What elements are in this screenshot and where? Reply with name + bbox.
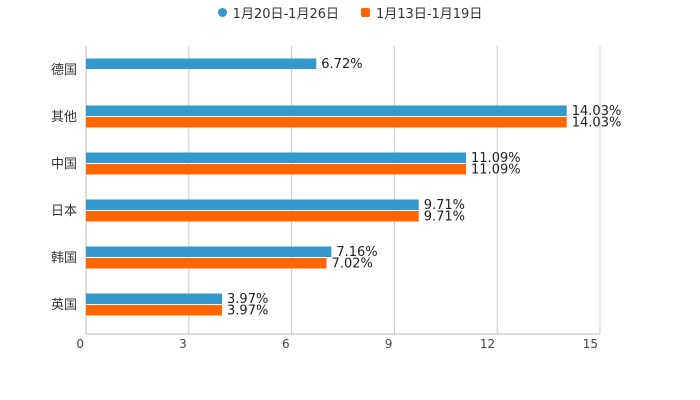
x-tick-label-1: 3 [179, 337, 187, 351]
legend-label-series-2: 1月13日-1月19日 [376, 7, 483, 22]
y-tick-label-5: 英国 [51, 298, 77, 313]
data-label-series-1-2: 11.09% [471, 151, 521, 166]
data-label-series-1-3: 9.71% [424, 198, 465, 213]
data-label-series-2-4: 7.02% [332, 257, 373, 272]
y-tick-label-1: 其他 [51, 110, 77, 125]
data-label-series-1-4: 7.16% [336, 245, 377, 260]
legend-marker-series-1 [217, 8, 227, 17]
data-label-series-2-3: 9.71% [424, 210, 465, 225]
legend-marker-series-2 [361, 8, 370, 17]
bar-series-1-0 [86, 58, 317, 69]
data-label-series-2-1: 14.03% [572, 116, 622, 131]
legend-item-series-1[interactable]: 1月20日-1月26日 [217, 3, 339, 22]
bar-series-2-4 [86, 258, 327, 269]
data-label-series-1-0: 6.72% [321, 57, 362, 72]
bar-series-1-3 [86, 199, 419, 210]
bar-series-2-3 [86, 211, 419, 222]
y-tick-label-4: 韩国 [51, 251, 77, 266]
y-tick-label-3: 日本 [51, 204, 77, 219]
y-tick-label-0: 德国 [51, 63, 77, 78]
legend: 1月20日-1月26日 1月13日-1月19日 [0, 3, 700, 22]
legend-item-series-2[interactable]: 1月13日-1月19日 [361, 3, 482, 22]
x-tick-label-2: 6 [282, 337, 290, 351]
legend-label-series-1: 1月20日-1月26日 [232, 7, 339, 22]
bar-series-1-1 [86, 105, 567, 116]
bar-series-1-4 [86, 246, 332, 257]
data-label-series-2-5: 3.97% [227, 304, 268, 319]
data-label-series-1-1: 14.03% [572, 104, 622, 119]
x-tick-label-3: 9 [385, 337, 393, 351]
bar-series-2-1 [86, 117, 567, 128]
y-tick-label-2: 中国 [51, 157, 77, 172]
x-tick-label-4: 12 [480, 337, 495, 351]
bar-series-1-5 [86, 293, 223, 304]
x-tick-label-5: 15 [583, 337, 598, 351]
bar-series-2-5 [86, 305, 223, 316]
data-label-series-2-2: 11.09% [471, 163, 521, 178]
bar-series-1-2 [86, 152, 467, 163]
data-label-series-1-5: 3.97% [227, 292, 268, 307]
x-tick-label-0: 0 [76, 337, 84, 351]
bar-series-2-2 [86, 164, 467, 175]
